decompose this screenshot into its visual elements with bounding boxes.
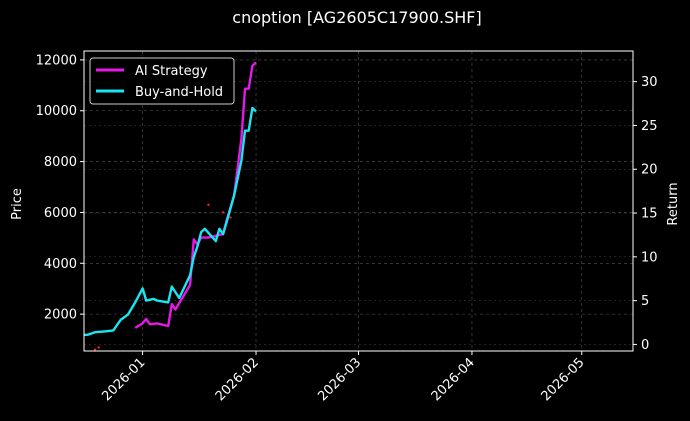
- trade-marker: [207, 203, 210, 207]
- y2-axis-label: Return: [666, 182, 681, 225]
- y-tick-label: 2000: [44, 308, 77, 323]
- y2-tick-label: 5: [641, 294, 649, 309]
- legend-label-buy-and-hold: Buy-and-Hold: [135, 85, 223, 100]
- trade-marker: [229, 216, 232, 219]
- y-axis-label: Price: [10, 188, 25, 220]
- y2-tick-label: 20: [641, 163, 658, 178]
- legend-label-ai-strategy: AI Strategy: [135, 64, 208, 79]
- y2-tick-label: 0: [641, 338, 649, 353]
- trade-markers: [93, 203, 232, 351]
- legend: AI Strategy Buy-and-Hold: [89, 57, 235, 105]
- y2-tick-label: 15: [641, 207, 658, 222]
- y-tick-label: 10000: [36, 104, 77, 119]
- y-tick-label: 4000: [44, 257, 77, 272]
- trade-marker: [93, 348, 97, 351]
- legend-box: [89, 57, 235, 105]
- series-layer: [84, 61, 257, 336]
- y-tick-label: 6000: [44, 206, 77, 221]
- trade-marker: [221, 211, 225, 214]
- y-tick-label: 12000: [36, 53, 77, 68]
- trade-marker: [97, 346, 100, 349]
- y-tick-label: 8000: [44, 155, 77, 170]
- grid: [84, 51, 633, 351]
- chart-title: cnoption [AG2605C17900.SHF]: [232, 8, 481, 27]
- y2-tick-label: 30: [641, 75, 658, 90]
- series-line-buy-and-hold: [84, 106, 257, 336]
- y2-tick-label: 10: [641, 250, 658, 265]
- y2-tick-label: 25: [641, 119, 658, 134]
